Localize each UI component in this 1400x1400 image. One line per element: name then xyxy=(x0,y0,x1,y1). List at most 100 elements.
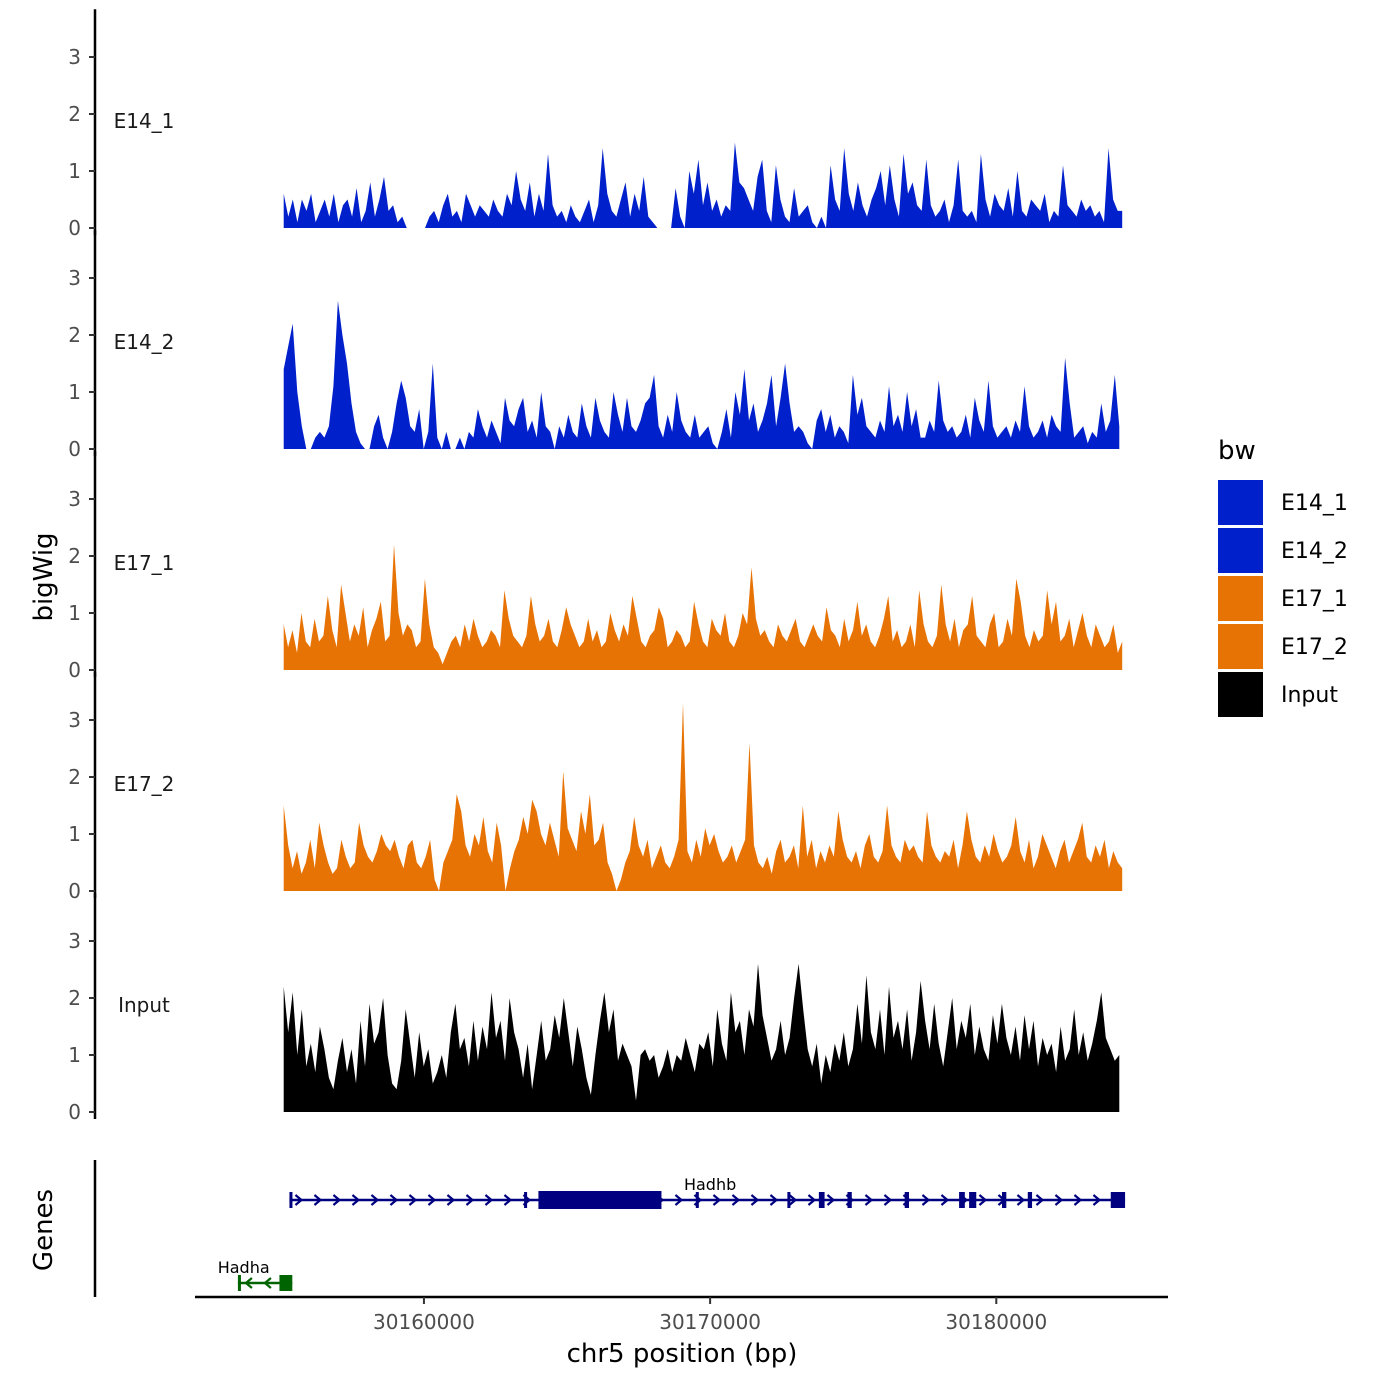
track-label: E14_1 xyxy=(114,109,175,133)
strand-arrow xyxy=(807,1194,817,1206)
legend-swatch xyxy=(1218,624,1263,669)
legend-swatch xyxy=(1218,528,1263,573)
y-tick-label: 2 xyxy=(68,765,81,789)
exon xyxy=(1110,1192,1126,1208)
y-tick-label: 2 xyxy=(68,102,81,126)
track-label: E14_2 xyxy=(114,330,175,354)
x-axis: 30160000 30170000 30180000 xyxy=(195,1295,1168,1334)
y-tick-label: 2 xyxy=(68,986,81,1010)
exon xyxy=(959,1192,965,1208)
y-tick-label: 3 xyxy=(68,266,81,290)
gene-track-title: Genes xyxy=(29,1189,59,1271)
y-tick-label: 2 xyxy=(68,544,81,568)
y-tick-label: 0 xyxy=(68,216,81,240)
strand-arrow xyxy=(1092,1194,1102,1206)
exon xyxy=(695,1192,699,1208)
strand-arrow xyxy=(712,1194,722,1206)
exon xyxy=(524,1192,528,1208)
strand-arrow xyxy=(484,1194,494,1206)
y-tick-label: 0 xyxy=(68,437,81,461)
strand-arrow xyxy=(351,1194,361,1206)
y-tick-label: 1 xyxy=(68,380,81,404)
strand-arrow xyxy=(1054,1194,1064,1206)
legend-label: E14_2 xyxy=(1281,539,1348,564)
strand-arrow xyxy=(1073,1194,1083,1206)
y-tick-label: 3 xyxy=(68,45,81,69)
strand-arrow xyxy=(883,1194,893,1206)
track-e14-2: 0 1 2 3 E14_2 xyxy=(68,230,1120,461)
exon xyxy=(904,1192,910,1208)
y-tick-label: 1 xyxy=(68,1043,81,1067)
y-tick-label: 3 xyxy=(68,708,81,732)
gene-label: Hadhb xyxy=(684,1175,736,1194)
y-tick-label: 0 xyxy=(68,1100,81,1124)
gene-track: Hadhb Hadha xyxy=(93,1160,1126,1297)
bigwig-tracks: 0 1 2 3 E14_1 0 1 2 3 E14_2 0 1 2 3 E17_1 0 1 2 3 E17_2 0 1 2 3… xyxy=(68,9,1123,1124)
strand-arrow xyxy=(731,1194,741,1206)
strand-arrow xyxy=(674,1194,684,1206)
gene-hadha: Hadha xyxy=(218,1258,293,1291)
strand-arrow xyxy=(370,1194,380,1206)
x-tick-label: 30170000 xyxy=(659,1310,761,1334)
strand-arrow xyxy=(427,1194,437,1206)
strand-arrow xyxy=(313,1194,323,1206)
strand-arrow xyxy=(465,1194,475,1206)
y-tick-label: 1 xyxy=(68,601,81,625)
legend-label: E14_1 xyxy=(1281,491,1348,516)
y-tick-label: 1 xyxy=(68,822,81,846)
exon xyxy=(279,1275,293,1291)
strand-arrow xyxy=(940,1194,950,1206)
gene-hadhb: Hadhb xyxy=(289,1175,1126,1209)
coverage-area-e14-1 xyxy=(283,142,1123,228)
track-e17-2: 0 1 2 3 E17_2 xyxy=(68,672,1123,903)
track-e14-1: 0 1 2 3 E14_1 xyxy=(68,9,1123,240)
track-label: Input xyxy=(118,993,170,1017)
strand-arrow xyxy=(864,1194,874,1206)
legend-swatch xyxy=(1218,672,1263,717)
strand-arrow xyxy=(332,1194,342,1206)
legend-label: Input xyxy=(1281,683,1338,708)
legend-item-e14-2: E14_2 xyxy=(1218,528,1348,573)
exon xyxy=(538,1191,662,1209)
legend-swatch xyxy=(1218,576,1263,621)
track-e17-1: 0 1 2 3 E17_1 xyxy=(68,451,1123,682)
exon xyxy=(237,1275,241,1291)
track-label: E17_2 xyxy=(114,772,175,796)
x-tick-label: 30160000 xyxy=(373,1310,475,1334)
strand-arrow xyxy=(750,1194,760,1206)
legend-title: bw xyxy=(1218,436,1256,466)
legend-label: E17_2 xyxy=(1281,635,1348,660)
strand-arrow xyxy=(769,1194,779,1206)
strand-arrow xyxy=(921,1194,931,1206)
track-input: 0 1 2 3 Input xyxy=(68,893,1120,1124)
y-tick-label: 1 xyxy=(68,159,81,183)
x-axis-title: chr5 position (bp) xyxy=(567,1339,798,1369)
exon xyxy=(289,1192,293,1208)
coverage-area-e17-2 xyxy=(283,702,1123,891)
exon xyxy=(1002,1192,1007,1208)
y-tick-label: 3 xyxy=(68,929,81,953)
exon xyxy=(818,1192,825,1208)
strand-arrow xyxy=(1035,1194,1045,1206)
strand-arrow xyxy=(788,1194,798,1206)
strand-arrow xyxy=(408,1194,418,1206)
coverage-area-e17-1 xyxy=(283,544,1123,670)
exon xyxy=(787,1192,791,1208)
coverage-area-input xyxy=(283,963,1120,1112)
strand-arrow xyxy=(826,1194,836,1206)
strand-arrow xyxy=(446,1194,456,1206)
y-tick-label: 3 xyxy=(68,487,81,511)
y-tick-label: 0 xyxy=(68,879,81,903)
y-axis-title: bigWig xyxy=(29,532,59,621)
y-tick-label: 0 xyxy=(68,658,81,682)
legend-item-input: Input xyxy=(1218,672,1338,717)
legend-label: E17_1 xyxy=(1281,587,1348,612)
strand-arrow xyxy=(1016,1194,1026,1206)
exon xyxy=(969,1192,977,1208)
gene-label: Hadha xyxy=(218,1258,270,1277)
legend-swatch xyxy=(1218,480,1263,525)
strand-arrow xyxy=(294,1194,304,1206)
exon xyxy=(847,1192,852,1208)
